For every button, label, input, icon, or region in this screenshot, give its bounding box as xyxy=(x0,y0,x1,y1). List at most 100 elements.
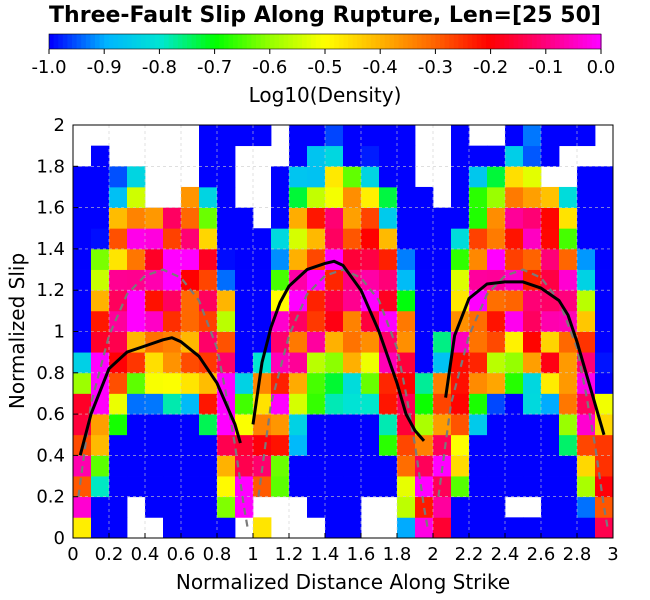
heatmap-cell xyxy=(505,517,524,539)
heatmap-cell xyxy=(307,269,326,291)
colorbar-segment xyxy=(596,34,602,49)
colorbar-segment xyxy=(536,34,542,49)
heatmap-cell xyxy=(145,393,164,415)
x-tick-label: 1.2 xyxy=(275,544,304,565)
heatmap-cell xyxy=(145,414,164,436)
heatmap-cell xyxy=(271,186,290,208)
heatmap-cell xyxy=(379,248,398,270)
colorbar-segment xyxy=(559,34,565,49)
heatmap-cell xyxy=(451,372,470,394)
colorbar-segment xyxy=(338,34,344,49)
heatmap-cell xyxy=(199,207,218,229)
heatmap-cell xyxy=(361,331,380,353)
heatmap-cell xyxy=(433,434,452,456)
heatmap-cell xyxy=(163,290,182,312)
heatmap-cell xyxy=(559,290,578,312)
colorbar-segment xyxy=(426,34,432,49)
heatmap-cell xyxy=(127,228,146,250)
heatmap-cell xyxy=(217,166,236,188)
colorbar-segment xyxy=(329,34,335,49)
heatmap-cell xyxy=(415,372,434,394)
heatmap-cell xyxy=(469,145,488,167)
heatmap-cell xyxy=(271,228,290,250)
heatmap-cell xyxy=(523,125,542,147)
heatmap-cell xyxy=(163,455,182,477)
heatmap-cell xyxy=(379,455,398,477)
heatmap-cell xyxy=(379,476,398,498)
heatmap-cell xyxy=(451,248,470,270)
heatmap-cell xyxy=(487,496,506,518)
heatmap-cell xyxy=(469,207,488,229)
heatmap-cell xyxy=(325,393,344,415)
heatmap-cell xyxy=(325,517,344,539)
heatmap-cell xyxy=(379,207,398,229)
colorbar-segment xyxy=(403,34,409,49)
heatmap-cell xyxy=(433,517,452,539)
heatmap-cell xyxy=(595,517,614,539)
colorbar-segment xyxy=(380,34,386,49)
colorbar-segment xyxy=(315,34,321,49)
heatmap-cell xyxy=(73,331,92,353)
heatmap-cell xyxy=(505,476,524,498)
heatmap-cell xyxy=(289,372,308,394)
heatmap-cell xyxy=(145,248,164,270)
colorbar-segment xyxy=(246,34,252,49)
heatmap-cell xyxy=(595,496,614,518)
heatmap-cell xyxy=(559,455,578,477)
heatmap-cell xyxy=(307,125,326,147)
x-tick-label: 0.2 xyxy=(95,544,124,565)
heatmap-cell xyxy=(433,207,452,229)
colorbar-segment xyxy=(463,34,469,49)
colorbar-segment xyxy=(168,34,174,49)
colorbar-segment xyxy=(527,34,533,49)
heatmap-cell xyxy=(91,331,110,353)
heatmap-cell xyxy=(253,269,272,291)
heatmap-cell xyxy=(199,310,218,332)
colorbar-segment xyxy=(357,34,363,49)
colorbar-segment xyxy=(481,34,487,49)
colorbar-segment xyxy=(499,34,505,49)
heatmap-cell xyxy=(361,228,380,250)
heatmap-cell xyxy=(235,269,254,291)
heatmap-cell xyxy=(541,393,560,415)
heatmap-cell xyxy=(487,248,506,270)
heatmap-cell xyxy=(271,434,290,456)
colorbar-segment xyxy=(440,34,446,49)
heatmap-cell xyxy=(469,228,488,250)
colorbar-segment xyxy=(371,34,377,49)
heatmap-cell xyxy=(325,228,344,250)
colorbar-segment xyxy=(274,34,280,49)
heatmap-cell xyxy=(415,228,434,250)
heatmap-cell xyxy=(469,372,488,394)
x-tick-label: 0.6 xyxy=(167,544,196,565)
heatmap-cell xyxy=(397,186,416,208)
heatmap-cell xyxy=(487,186,506,208)
heatmap-cell xyxy=(127,372,146,394)
colorbar-segment xyxy=(541,34,547,49)
colorbar-segment xyxy=(518,34,524,49)
heatmap-cell xyxy=(577,207,596,229)
colorbar-segment xyxy=(177,34,183,49)
heatmap-cell xyxy=(289,186,308,208)
heatmap-cell xyxy=(253,434,272,456)
heatmap-cell xyxy=(577,290,596,312)
heatmap-cell xyxy=(505,331,524,353)
colorbar-segment xyxy=(49,34,55,49)
heatmap-cell xyxy=(235,476,254,498)
heatmap-cell xyxy=(343,517,362,539)
heatmap-cell xyxy=(217,372,236,394)
heatmap-cell xyxy=(361,125,380,147)
mean-slip-curve xyxy=(78,336,242,456)
heatmap-cell xyxy=(433,393,452,415)
colorbar-segment xyxy=(85,34,91,49)
heatmap-cell xyxy=(109,290,128,312)
heatmap-cell xyxy=(361,372,380,394)
heatmap-cell xyxy=(433,248,452,270)
heatmap-cell xyxy=(505,372,524,394)
heatmap-cell xyxy=(127,290,146,312)
heatmap-cell xyxy=(469,352,488,374)
heatmap-cell xyxy=(397,455,416,477)
heatmap-cell xyxy=(325,145,344,167)
heatmap-cell xyxy=(397,372,416,394)
